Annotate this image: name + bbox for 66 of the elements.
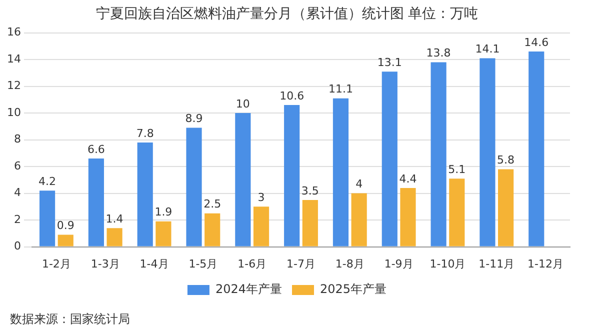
bar [156,221,172,246]
data-label: 5.1 [448,162,466,176]
bar [430,62,446,246]
bar [498,169,514,246]
x-tick-label: 1-4月 [140,257,169,270]
legend-label: 2025年产量 [320,282,387,296]
data-label: 2.5 [204,198,222,211]
bar [302,200,318,246]
y-tick-label: 4 [14,186,21,200]
y-tick-label: 16 [6,26,21,39]
bar [382,72,398,246]
data-label: 4.4 [399,172,417,186]
data-label: 8.9 [185,112,203,126]
x-tick-label: 1-2月 [42,257,71,270]
data-label: 7.8 [136,126,154,140]
bar [137,142,153,246]
chart-title: 宁夏回族自治区燃料油产量分月（累计值）统计图 单位：万吨 [96,6,478,22]
y-tick-label: 14 [6,52,21,66]
y-tick-label: 6 [14,159,21,172]
bar [39,190,56,246]
x-tick-label: 1-3月 [90,257,120,270]
bar [332,98,349,246]
data-label: 4 [356,178,363,191]
x-tick-label: 1-8月 [335,257,364,270]
data-label: 13.8 [426,46,451,60]
bar [235,113,251,246]
bar [106,228,122,246]
data-label: 11.1 [328,82,353,96]
bar [253,206,270,246]
x-tick-label: 1-12月 [528,257,564,270]
bar [186,128,202,246]
data-label: 1.9 [154,206,172,219]
data-label: 10.6 [280,89,304,102]
data-label: 3 [258,191,265,204]
y-tick-label: 0 [14,240,21,253]
x-tick-label: 1-9月 [384,257,414,270]
legend-label: 2024年产量 [215,282,282,296]
data-label: 13.1 [377,56,402,69]
x-tick-label: 1-6月 [238,257,267,270]
bar [351,193,367,246]
bar [58,234,74,246]
data-label: 14.1 [475,42,500,56]
x-tick-label: 1-11月 [478,257,515,270]
x-tick-label: 1-10月 [430,257,466,270]
bar [400,188,416,246]
data-label: 1.4 [106,212,124,226]
y-tick-label: 8 [14,132,21,146]
bar [480,58,496,246]
bar [284,105,300,246]
data-label: 3.5 [301,184,319,198]
y-tick-label: 10 [6,106,21,119]
data-label: 6.6 [87,142,105,156]
bar [204,213,220,246]
bar [88,158,104,246]
x-tick-label: 1-7月 [286,257,316,270]
data-label: 10 [236,97,250,110]
x-tick-label: 1-5月 [188,257,218,270]
data-label: 5.8 [497,154,515,167]
data-label: 4.2 [38,174,56,188]
source-note: 数据来源：国家统计局 [10,312,130,326]
y-tick-label: 2 [14,212,21,226]
y-tick-label: 12 [6,79,21,92]
bar [528,52,544,246]
data-label: 0.9 [56,219,74,232]
data-label: 14.6 [524,36,549,49]
bar [449,178,465,246]
